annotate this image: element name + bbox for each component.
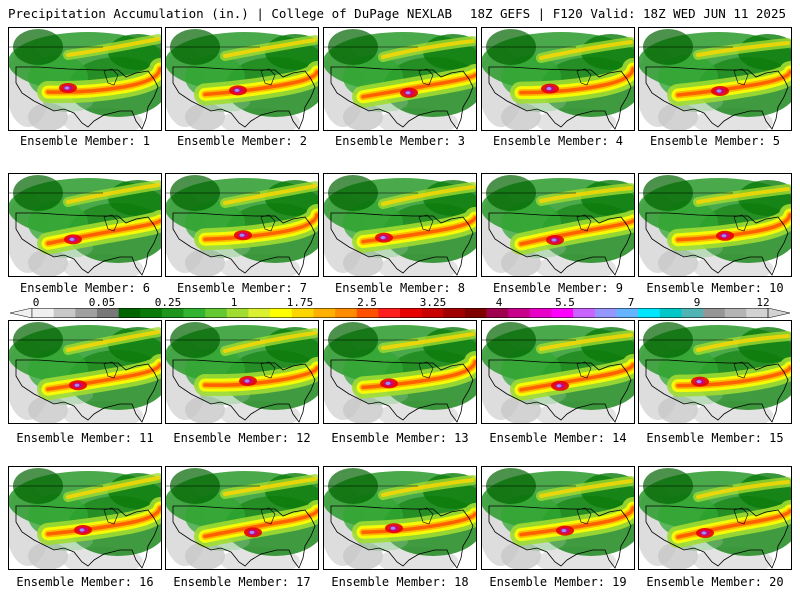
- ensemble-member-label: Ensemble Member: 15: [646, 431, 784, 445]
- ensemble-member-label: Ensemble Member: 5: [649, 134, 781, 148]
- colorbar-tick-label: 7: [627, 296, 635, 309]
- colorbar-tick-label: 3.25: [419, 296, 447, 309]
- colorbar-swatch: [270, 308, 293, 318]
- ensemble-member-label: Ensemble Member: 12: [173, 431, 311, 445]
- colorbar-swatch: [616, 308, 639, 318]
- colorbar-swatch: [464, 308, 487, 318]
- ensemble-member-map: [481, 320, 635, 424]
- colorbar-swatch: [248, 308, 271, 318]
- ensemble-member-label: Ensemble Member: 11: [16, 431, 154, 445]
- colorbar-swatch: [291, 308, 314, 318]
- colorbar-under-arrow: [10, 308, 33, 318]
- ensemble-member-map: [481, 27, 635, 131]
- colorbar-swatch: [356, 308, 379, 318]
- ensemble-member-label: Ensemble Member: 3: [334, 134, 466, 148]
- colorbar-swatch: [508, 308, 531, 318]
- ensemble-member-map: [638, 27, 792, 131]
- ensemble-member-map: [165, 173, 319, 277]
- ensemble-member-label: Ensemble Member: 13: [331, 431, 469, 445]
- ensemble-member-map: [638, 466, 792, 570]
- ensemble-member-label: Ensemble Member: 6: [19, 281, 151, 295]
- colorbar-tick-label: 0.05: [88, 296, 116, 309]
- ensemble-member-map: [481, 173, 635, 277]
- colorbar-swatch: [551, 308, 574, 318]
- ensemble-member-map: [638, 173, 792, 277]
- colorbar-tick-label: 1: [230, 296, 238, 309]
- ensemble-member-map: [8, 466, 162, 570]
- colorbar-swatch: [443, 308, 466, 318]
- valid-time-label: 18Z GEFS | F120 Valid: 18Z WED JUN 11 20…: [469, 6, 786, 21]
- ensemble-member-label: Ensemble Member: 19: [489, 575, 627, 589]
- colorbar-tick-label: 4: [495, 296, 503, 309]
- colorbar-swatch: [313, 308, 336, 318]
- colorbar-swatch: [378, 308, 401, 318]
- colorbar-tick-label: 2.5: [357, 296, 377, 309]
- colorbar-swatch: [53, 308, 76, 318]
- ensemble-member-map: [8, 27, 162, 131]
- ensemble-member-label: Ensemble Member: 7: [176, 281, 308, 295]
- ensemble-member-map: [638, 320, 792, 424]
- ensemble-member-label: Ensemble Member: 10: [646, 281, 784, 295]
- colorbar-over-arrow: [767, 308, 790, 318]
- ensemble-member-label: Ensemble Member: 1: [19, 134, 151, 148]
- colorbar-swatch: [96, 308, 119, 318]
- colorbar-swatch: [659, 308, 682, 318]
- colorbar-swatch: [486, 308, 509, 318]
- colorbar-tick-label: 0.25: [154, 296, 182, 309]
- colorbar-swatch: [140, 308, 163, 318]
- colorbar-swatch: [161, 308, 184, 318]
- colorbar-swatch: [75, 308, 98, 318]
- ensemble-member-map: [323, 466, 477, 570]
- ensemble-member-map: [165, 27, 319, 131]
- colorbar-swatch: [638, 308, 661, 318]
- colorbar-swatch: [529, 308, 552, 318]
- ensemble-member-map: [8, 173, 162, 277]
- colorbar-swatch: [573, 308, 596, 318]
- ensemble-member-label: Ensemble Member: 8: [334, 281, 466, 295]
- ensemble-member-label: Ensemble Member: 9: [492, 281, 624, 295]
- ensemble-member-label: Ensemble Member: 14: [489, 431, 627, 445]
- ensemble-member-label: Ensemble Member: 20: [646, 575, 784, 589]
- colorbar-swatch: [681, 308, 704, 318]
- colorbar-tick-label: 5.5: [555, 296, 575, 309]
- ensemble-member-map: [323, 320, 477, 424]
- colorbar-swatch: [594, 308, 617, 318]
- ensemble-member-map: [8, 320, 162, 424]
- colorbar-swatch: [421, 308, 444, 318]
- ensemble-member-label: Ensemble Member: 17: [173, 575, 311, 589]
- colorbar-swatch: [703, 308, 726, 318]
- ensemble-member-label: Ensemble Member: 16: [16, 575, 154, 589]
- colorbar-swatch: [746, 308, 769, 318]
- colorbar-tick-label: 9: [693, 296, 701, 309]
- ensemble-member-map: [165, 466, 319, 570]
- ensemble-member-label: Ensemble Member: 18: [331, 575, 469, 589]
- ensemble-member-label: Ensemble Member: 2: [176, 134, 308, 148]
- ensemble-member-label: Ensemble Member: 4: [492, 134, 624, 148]
- colorbar-swatch: [32, 308, 54, 318]
- ensemble-member-map: [323, 173, 477, 277]
- colorbar-swatch: [400, 308, 422, 318]
- colorbar-swatch: [724, 308, 747, 318]
- precipitation-colorbar: [10, 308, 790, 318]
- colorbar-tick-label: 12: [756, 296, 770, 309]
- ensemble-member-map: [323, 27, 477, 131]
- colorbar-swatch: [226, 308, 249, 318]
- ensemble-member-map: [481, 466, 635, 570]
- colorbar-swatch: [183, 308, 206, 318]
- ensemble-member-map: [165, 320, 319, 424]
- colorbar-tick-label: 0: [32, 296, 40, 309]
- colorbar-tick-label: 1.75: [286, 296, 314, 309]
- chart-title: Precipitation Accumulation (in.) | Colle…: [8, 6, 453, 21]
- colorbar-swatch: [118, 308, 141, 318]
- colorbar-swatch: [205, 308, 228, 318]
- colorbar-swatch: [335, 308, 358, 318]
